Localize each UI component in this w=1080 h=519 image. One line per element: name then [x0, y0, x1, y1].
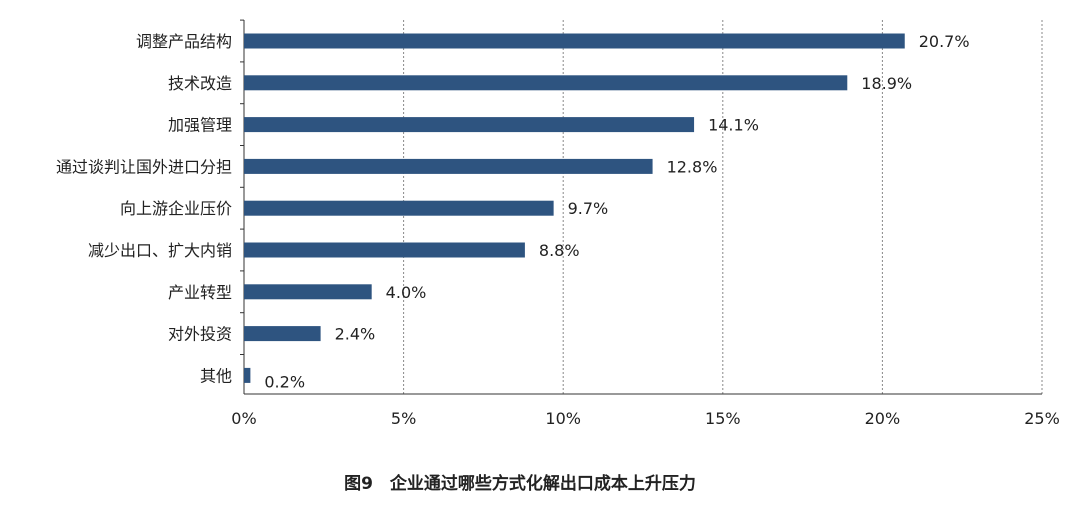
bar [244, 200, 554, 216]
figure-caption: 图9 企业通过哪些方式化解出口成本上升压力 [344, 473, 696, 494]
x-tick-label: 15% [705, 409, 741, 428]
bar [244, 117, 695, 133]
data-label: 4.0% [386, 283, 427, 302]
bar [244, 242, 525, 258]
bar [244, 367, 251, 383]
category-label: 向上游企业压价 [120, 199, 232, 218]
bar [244, 75, 848, 91]
category-label: 产业转型 [168, 283, 232, 302]
data-label: 20.7% [919, 32, 970, 51]
bar [244, 33, 905, 49]
category-label: 调整产品结构 [136, 32, 232, 51]
bar [244, 284, 372, 300]
x-tick-label: 0% [231, 409, 256, 428]
data-label: 14.1% [708, 116, 759, 135]
category-label: 减少出口、扩大内销 [88, 241, 232, 260]
x-tick-label: 5% [391, 409, 416, 428]
labels: 0% 5% 10% 15% 20% 25% 调整产品结构 20.7% 技术改造 18.9% 加强管理… [56, 32, 1060, 428]
category-label: 对外投资 [168, 325, 232, 344]
bars [244, 33, 905, 383]
data-label: 12.8% [667, 157, 718, 176]
data-label: 18.9% [861, 74, 912, 93]
category-label: 加强管理 [168, 116, 232, 135]
x-tick-label: 25% [1024, 409, 1060, 428]
bar [244, 326, 321, 342]
data-label: 8.8% [539, 241, 580, 260]
category-label: 技术改造 [168, 74, 232, 93]
data-label: 9.7% [568, 199, 609, 218]
category-label: 通过谈判让国外进口分担 [56, 157, 232, 176]
data-label: 2.4% [335, 325, 376, 344]
bar [244, 158, 653, 174]
x-tick-label: 20% [865, 409, 901, 428]
data-label: 0.2% [264, 372, 305, 391]
category-label: 其他 [200, 366, 232, 385]
x-tick-label: 10% [545, 409, 581, 428]
